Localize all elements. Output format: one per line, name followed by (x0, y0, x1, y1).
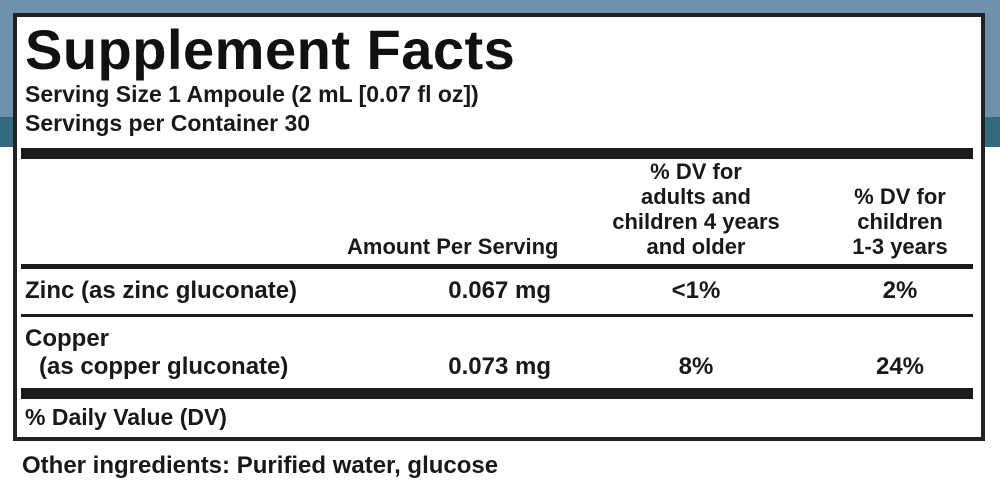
nutrient-dv-children: 2% (882, 277, 918, 304)
daily-value-footnote: % Daily Value (DV) (25, 404, 227, 430)
nutrient-row-copper: Copper (as copper gluconate) 0.073 mg 8%… (17, 317, 981, 388)
nutrient-name: Copper (as copper gluconate) (25, 325, 289, 380)
other-ingredients-text: Other ingredients: Purified water, gluco… (22, 452, 499, 479)
nutrient-dv-adults: <1% (671, 277, 721, 304)
nutrient-dv-adults: 8% (678, 353, 714, 380)
row-divider-rule (21, 314, 973, 317)
header-divider-rule (21, 264, 973, 269)
header-amount-per-serving: Amount Per Serving (347, 234, 559, 259)
header-dv-adults: % DV for adults and children 4 years and… (612, 159, 780, 259)
nutrient-amount: 0.067 mg (448, 277, 551, 304)
nutrient-amount: 0.073 mg (448, 353, 551, 380)
thick-rule-top (21, 148, 973, 159)
label-title: Supplement Facts (25, 18, 516, 81)
thick-rule-bottom (21, 388, 973, 399)
table-header-row: Amount Per Serving % DV for adults and c… (17, 159, 981, 264)
servings-per-container-text: Servings per Container 30 (25, 110, 311, 136)
header-dv-children: % DV for children 1-3 years (852, 184, 948, 259)
nutrient-row-zinc: Zinc (as zinc gluconate) 0.067 mg <1% 2% (17, 269, 981, 314)
supplement-facts-label: Supplement Facts Serving Size 1 Ampoule … (13, 13, 985, 441)
serving-size-text: Serving Size 1 Ampoule (2 mL [0.07 fl oz… (25, 81, 479, 107)
nutrient-dv-children: 24% (875, 353, 925, 380)
nutrient-name: Zinc (as zinc gluconate) (25, 277, 298, 304)
